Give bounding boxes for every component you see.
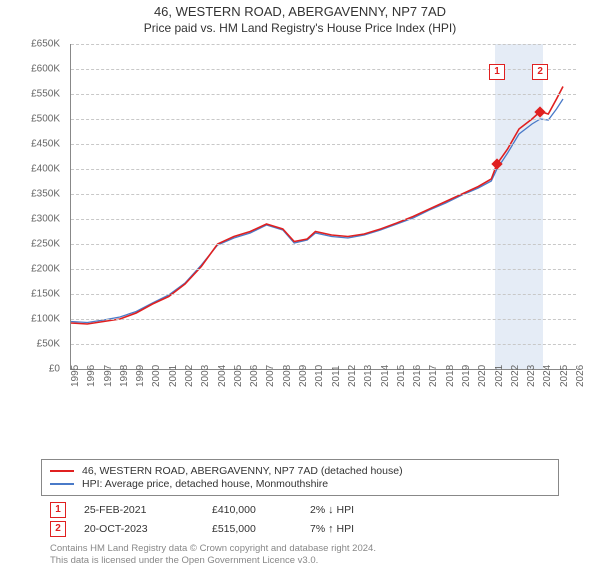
x-axis-label: 2008: [282, 365, 293, 387]
x-axis-label: 2013: [363, 365, 374, 387]
sale-date: 20-OCT-2023: [84, 523, 194, 535]
gridline: [71, 344, 576, 345]
y-axis-label: £450K: [15, 139, 60, 150]
y-axis-label: £350K: [15, 189, 60, 200]
legend-swatch: [50, 483, 74, 485]
gridline: [71, 319, 576, 320]
legend-swatch: [50, 470, 74, 472]
sales-table: 1 25-FEB-2021 £410,000 2% ↓ HPI 2 20-OCT-2023…: [50, 502, 550, 537]
gridline: [71, 119, 576, 120]
plot-region: 12: [70, 44, 576, 370]
sale-delta: 7% ↑ HPI: [310, 523, 400, 535]
delta-arrow-icon: ↑: [328, 523, 334, 535]
x-axis-label: 2024: [542, 365, 553, 387]
chart-area: 12 £0£50K£100K£150K£200K£250K£300K£350K£…: [20, 39, 580, 409]
y-axis-label: £500K: [15, 114, 60, 125]
x-axis-label: 2025: [559, 365, 570, 387]
x-axis-label: 1998: [119, 365, 130, 387]
gridline: [71, 144, 576, 145]
gridline: [71, 294, 576, 295]
gridline: [71, 94, 576, 95]
sale-date: 25-FEB-2021: [84, 504, 194, 516]
x-axis-label: 2001: [168, 365, 179, 387]
sale-row: 1 25-FEB-2021 £410,000 2% ↓ HPI: [50, 502, 550, 518]
gridline: [71, 169, 576, 170]
legend-row: HPI: Average price, detached house, Monm…: [50, 478, 550, 490]
y-axis-label: £250K: [15, 239, 60, 250]
x-axis-label: 2021: [494, 365, 505, 387]
x-axis-label: 2017: [428, 365, 439, 387]
y-axis-label: £150K: [15, 289, 60, 300]
x-axis-label: 2010: [314, 365, 325, 387]
y-axis-label: £200K: [15, 264, 60, 275]
x-axis-label: 2018: [445, 365, 456, 387]
x-axis-label: 2011: [331, 365, 342, 387]
gridline: [71, 219, 576, 220]
x-axis-label: 2000: [151, 365, 162, 387]
y-axis-label: £600K: [15, 64, 60, 75]
chart-title: 46, WESTERN ROAD, ABERGAVENNY, NP7 7AD: [0, 4, 600, 19]
gridline: [71, 44, 576, 45]
x-axis-label: 1996: [86, 365, 97, 387]
footer-line-1: Contains HM Land Registry data © Crown c…: [50, 543, 550, 555]
sale-row: 2 20-OCT-2023 £515,000 7% ↑ HPI: [50, 521, 550, 537]
sale-number-badge: 2: [50, 521, 66, 537]
y-axis-label: £550K: [15, 89, 60, 100]
y-axis-label: £400K: [15, 164, 60, 175]
x-axis-label: 2020: [477, 365, 488, 387]
sale-delta: 2% ↓ HPI: [310, 504, 400, 516]
x-axis-label: 2022: [510, 365, 521, 387]
sale-price: £515,000: [212, 523, 292, 535]
footer-attribution: Contains HM Land Registry data © Crown c…: [50, 543, 550, 568]
x-axis-label: 2003: [200, 365, 211, 387]
y-axis-label: £0: [15, 364, 60, 375]
x-axis-label: 2016: [412, 365, 423, 387]
series-property: [71, 87, 563, 325]
gridline: [71, 269, 576, 270]
chart-container: 46, WESTERN ROAD, ABERGAVENNY, NP7 7AD P…: [0, 4, 600, 564]
x-axis-label: 1995: [70, 365, 81, 387]
series-hpi: [71, 99, 563, 323]
sale-price: £410,000: [212, 504, 292, 516]
sale-marker-flag: 1: [489, 64, 505, 80]
gridline: [71, 244, 576, 245]
x-axis-label: 2012: [347, 365, 358, 387]
gridline: [71, 194, 576, 195]
sale-marker-flag: 2: [532, 64, 548, 80]
x-axis-label: 1997: [103, 365, 114, 387]
chart-subtitle: Price paid vs. HM Land Registry's House …: [0, 21, 600, 35]
legend-row: 46, WESTERN ROAD, ABERGAVENNY, NP7 7AD (…: [50, 465, 550, 477]
legend-label: HPI: Average price, detached house, Monm…: [82, 478, 328, 490]
y-axis-label: £650K: [15, 39, 60, 50]
x-axis-label: 2026: [575, 365, 586, 387]
x-axis-label: 2002: [184, 365, 195, 387]
sale-number-badge: 1: [50, 502, 66, 518]
x-axis-label: 2009: [298, 365, 309, 387]
y-axis-label: £100K: [15, 314, 60, 325]
y-axis-label: £300K: [15, 214, 60, 225]
x-axis-label: 2006: [249, 365, 260, 387]
x-axis-label: 2019: [461, 365, 472, 387]
delta-arrow-icon: ↓: [328, 504, 334, 516]
x-axis-label: 1999: [135, 365, 146, 387]
legend-label: 46, WESTERN ROAD, ABERGAVENNY, NP7 7AD (…: [82, 465, 403, 477]
x-axis-label: 2007: [265, 365, 276, 387]
x-axis-label: 2005: [233, 365, 244, 387]
x-axis-label: 2023: [526, 365, 537, 387]
legend-box: 46, WESTERN ROAD, ABERGAVENNY, NP7 7AD (…: [41, 459, 559, 496]
line-series-svg: [71, 44, 576, 369]
x-axis-label: 2004: [217, 365, 228, 387]
x-axis-label: 2014: [380, 365, 391, 387]
x-axis-label: 2015: [396, 365, 407, 387]
y-axis-label: £50K: [15, 339, 60, 350]
footer-line-2: This data is licensed under the Open Gov…: [50, 555, 550, 567]
